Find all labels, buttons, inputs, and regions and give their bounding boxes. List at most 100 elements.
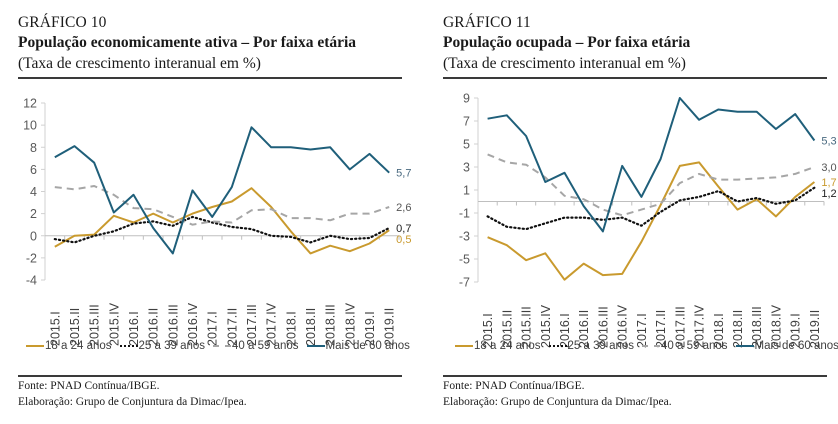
- source-note: Fonte: PNAD Contínua/IBGE.: [443, 380, 585, 392]
- x-tick-label: 2015.II: [500, 310, 514, 348]
- bottom-rule: [18, 375, 402, 377]
- legend-label: 18 a 24 anos: [45, 340, 112, 352]
- legend-swatch-dashed-gray: [213, 345, 232, 347]
- x-tick-label: 2016.II: [147, 308, 161, 346]
- end-value-label: 3,0: [821, 162, 836, 174]
- y-tick-label: 7: [463, 115, 470, 129]
- x-tick-label: 2015.I: [481, 313, 495, 348]
- figure-number: GRÁFICO 10: [18, 14, 107, 31]
- top-rule: [443, 77, 827, 79]
- bottom-rule: [443, 375, 827, 377]
- legend-swatch-solid-blue: [735, 345, 754, 347]
- elaboration-note: Elaboração: Grupo de Conjuntura da Dimac…: [443, 396, 672, 408]
- series-line-18-a-24-anos: [487, 161, 816, 281]
- series-line-mais-de-60-anos: [487, 97, 816, 233]
- legend-label: Mais de 60 anos: [325, 340, 410, 352]
- x-tick-label: 2018.IV: [343, 302, 357, 346]
- y-tick-label: 2: [30, 207, 37, 221]
- chart-ocupada: -7 -5 -3 -1 1 3 5 7 9 2015.I 2015.II 2015.III 2015.I…: [459, 92, 837, 349]
- legend-label: 25 a 39 anos: [567, 340, 635, 352]
- legend-item-60-plus: Mais de 60 anos: [735, 340, 838, 352]
- y-tick-label: -2: [26, 251, 37, 265]
- x-tick-label: 2015.III: [520, 306, 534, 348]
- y-tick-label: -4: [26, 274, 37, 288]
- legend-swatch-dashed-gray: [642, 345, 661, 347]
- legend-swatch-dotted-black: [548, 345, 567, 347]
- legend-item-25-39: 25 a 39 anos: [548, 340, 635, 352]
- y-tick-label: 10: [23, 119, 37, 133]
- end-value-label: 0,7: [396, 223, 411, 235]
- x-tick-label: 2017.IV: [693, 304, 707, 348]
- y-tick-label: 5: [463, 138, 470, 152]
- x-tick-label: 2016.I: [127, 311, 141, 346]
- x-tick-label: 2019.II: [383, 308, 397, 346]
- y-tick-label: -7: [459, 276, 470, 290]
- figure-title: População economicamente ativa – Por fai…: [18, 34, 357, 51]
- legend-label: 18 a 24 anos: [474, 340, 541, 352]
- figure-11-panel: GRÁFICO 11 População ocupada – Por faixa…: [443, 0, 838, 424]
- y-tick-label: 0: [30, 229, 37, 243]
- legend-swatch-solid-gold: [26, 345, 44, 347]
- x-tick-label: 2016.III: [596, 306, 610, 348]
- elaboration-note: Elaboração: Grupo de Conjuntura da Dimac…: [18, 396, 247, 408]
- y-tick-label: -1: [459, 207, 470, 221]
- y-tick-label: 3: [463, 161, 470, 175]
- legend-label: Mais de 60 anos: [754, 340, 838, 352]
- end-value-label: 1,2: [821, 188, 836, 200]
- x-tick-label: 2018.I: [712, 313, 726, 348]
- chart-legend: 18 a 24 anos 25 a 39 anos 40 a 59 anos M…: [455, 340, 838, 352]
- x-tick-label: 2017.III: [673, 306, 687, 348]
- x-tick-label: 2018.II: [731, 310, 745, 348]
- legend-swatch-dotted-black: [119, 345, 138, 347]
- y-tick-label: 6: [30, 163, 37, 177]
- end-value-label: 0,5: [396, 234, 411, 246]
- legend-item-18-24: 18 a 24 anos: [26, 340, 112, 352]
- x-tick-label: 2016.IV: [616, 304, 630, 348]
- y-tick-label: -5: [459, 253, 470, 267]
- y-tick-label: 12: [23, 97, 37, 111]
- end-value-label: 1,7: [821, 177, 836, 189]
- x-tick-label: 2017.II: [225, 308, 239, 346]
- x-tick-label: 2017.I: [635, 313, 649, 348]
- end-value-label: 5,3: [821, 136, 836, 148]
- x-tick-label: 2018.II: [304, 308, 318, 346]
- legend-item-60-plus: Mais de 60 anos: [306, 340, 410, 352]
- x-tick-label: 2015.IV: [539, 304, 553, 348]
- chart-pea: -4 -2 0 2 4 6 8 10 12 2015.I 2015.II 2015.III 2015.I…: [23, 97, 411, 347]
- top-rule: [18, 77, 402, 79]
- x-tick-label: 2015.II: [68, 308, 82, 346]
- x-tick-label: 2017.III: [245, 304, 259, 346]
- y-tick-label: 9: [463, 92, 470, 106]
- figure-title: População ocupada – Por faixa etária: [443, 34, 691, 51]
- legend-swatch-solid-gold: [455, 345, 473, 347]
- y-tick-label: 4: [30, 185, 37, 199]
- x-tick-label: 2017.II: [654, 310, 668, 348]
- x-tick-label: 2018.III: [750, 306, 764, 348]
- legend-item-40-59: 40 a 59 anos: [642, 340, 728, 352]
- x-tick-label: 2016.IV: [186, 302, 200, 346]
- x-tick-label: 2016.I: [558, 313, 572, 348]
- figure-subtitle: (Taxa de crescimento interanual em %): [18, 55, 261, 72]
- legend-label: 25 a 39 anos: [138, 340, 206, 352]
- x-tick-label: 2015.I: [48, 311, 62, 346]
- y-tick-label: -3: [459, 230, 470, 244]
- legend-item-40-59: 40 a 59 anos: [213, 340, 299, 352]
- x-tick-label: 2015.IV: [107, 302, 121, 346]
- legend-item-25-39: 25 a 39 anos: [119, 340, 206, 352]
- end-value-label: 2,6: [396, 202, 411, 214]
- legend-item-18-24: 18 a 24 anos: [455, 340, 541, 352]
- source-note: Fonte: PNAD Contínua/IBGE.: [18, 380, 160, 392]
- y-tick-label: 8: [30, 141, 37, 155]
- end-value-label: 5,7: [396, 168, 411, 180]
- legend-label: 40 a 59 anos: [232, 340, 299, 352]
- figure-10-panel: GRÁFICO 10 População economicamente ativ…: [18, 0, 418, 424]
- x-tick-label: 2018.III: [324, 304, 338, 346]
- figure-number: GRÁFICO 11: [443, 14, 531, 31]
- series-line-25-a-39-anos: [486, 186, 816, 231]
- figure-subtitle: (Taxa de crescimento interanual em %): [443, 55, 686, 72]
- series-line-18-a-24-anos: [54, 187, 390, 255]
- x-tick-label: 2019.II: [808, 310, 822, 348]
- chart-legend: 18 a 24 anos 25 a 39 anos 40 a 59 anos M…: [26, 340, 418, 352]
- x-tick-label: 2015.III: [88, 304, 102, 346]
- x-tick-label: 2019.I: [789, 313, 803, 348]
